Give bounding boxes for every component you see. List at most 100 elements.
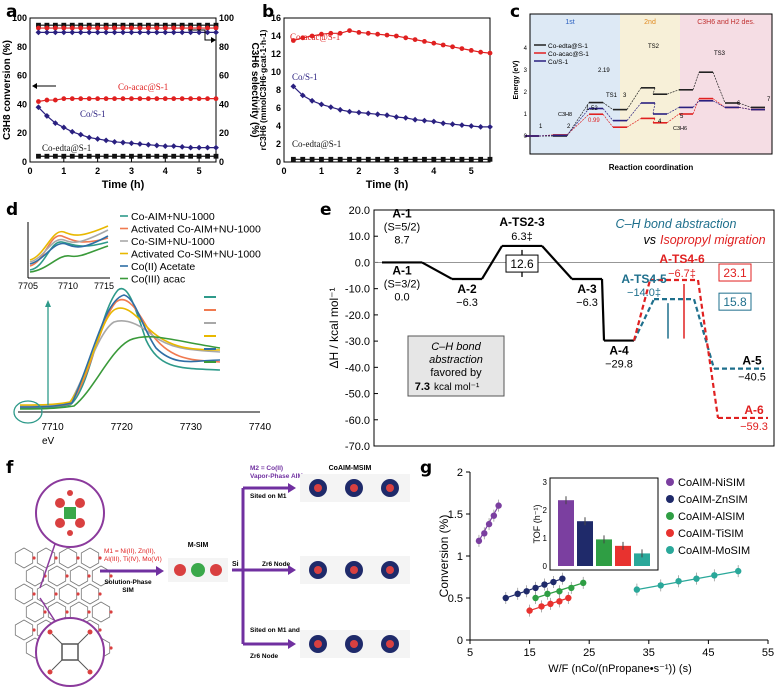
chart-c-legend-2: Co/S-1 (548, 59, 569, 66)
chart-b-point-1-1 (299, 92, 306, 99)
chart-b-point-0-6 (347, 28, 352, 33)
chart-b-ytick-1: 2 (276, 139, 281, 149)
chart-g-inset-bar-0 (558, 500, 574, 566)
chart-a-point-0-13 (145, 96, 151, 102)
chart-b-ylabel: rC3H6 (mmolC3H6·gcat-1·h-1) (258, 29, 268, 150)
chart-b-point-2-18 (459, 156, 465, 162)
chart-a-point-4-14 (154, 25, 160, 31)
chart-c-region-3-label: C3H6 and H2 des. (697, 19, 755, 26)
chart-c-region-1-label: 1st (565, 19, 574, 26)
chart-a-point-0-9 (112, 96, 117, 102)
chart-b-point-1-9 (374, 111, 381, 118)
chart-a-point-5-9 (111, 29, 118, 36)
chart-a-point-5-11 (128, 29, 135, 36)
chart-b-point-1-11 (393, 114, 400, 120)
chart-e-ytick-6: -40.0 (345, 362, 370, 374)
chart-g: 5 15 25 35 45 55 0 0.5 1 1.5 2 W/F (nCo/(nPropane•… (437, 467, 774, 675)
scheme-f: M1 = Ni(II), Zn(II), Al(III), Ti(IV), Mo… (14, 465, 410, 687)
chart-b-xtick-2: 2 (356, 166, 361, 176)
chart-g-point-0-4 (495, 502, 502, 509)
chart-c-link-2-6 (692, 100, 700, 108)
f-product-core-0-0 (314, 484, 322, 492)
chart-c-n5: 5 (680, 114, 684, 120)
chart-c-ylabel: Energy (eV) (513, 61, 520, 100)
chart-d-legend-2: Co-SIM+NU-1000 (131, 236, 215, 248)
chart-b-point-0-21 (487, 50, 493, 56)
chart-b-point-2-6 (347, 156, 352, 162)
chart-c-ytick-3: 3 (524, 68, 528, 74)
chart-a-xtick-0: 0 (27, 166, 32, 176)
chart-c-link-0-8 (738, 102, 752, 108)
chart-a-point-0-17 (179, 96, 185, 102)
f-m2-sub: Vapor-Phase AIM (250, 473, 303, 480)
f-arrow-sim (100, 566, 164, 576)
chart-a-point-4-20 (205, 25, 210, 31)
chart-a-point-1-2 (52, 120, 59, 127)
mof-hex-8 (14, 583, 34, 605)
chart-a-point-5-6 (86, 29, 93, 36)
chart-g-ytick-1: 0.5 (448, 593, 463, 605)
chart-g-point-1-0 (502, 594, 509, 602)
chart-c-n6: 6 (737, 101, 741, 107)
chart-a-point-0-1 (44, 97, 50, 103)
chart-g-point-3-0 (526, 607, 533, 614)
chart-g-ylabel: Conversion (%) (437, 515, 451, 598)
chart-d-legend-5: Co(III) acac (131, 274, 185, 286)
chart-c-link-1-1 (566, 113, 590, 136)
chart-a-point-1-17 (179, 143, 186, 150)
chart-d-xtick-1: 7720 (111, 422, 134, 433)
chart-c-link-1-2 (602, 114, 614, 128)
chart-a-point-4-13 (145, 25, 151, 31)
chart-e-state-label-14: A-TS4-5 (621, 272, 667, 286)
mof-hex-6 (69, 565, 89, 587)
chart-e-note-3: favored by (430, 367, 482, 379)
chart-d-xtick-2: 7730 (180, 422, 203, 433)
chart-a-point-4-8 (103, 25, 109, 31)
chart-a-point-5-4 (69, 29, 76, 36)
chart-c-link-2-0 (538, 134, 554, 137)
chart-e-ytick-4: -20.0 (345, 310, 370, 322)
chart-a-ylabel-right: C3H6 selectivity (%) (249, 42, 260, 137)
chart-a-point-1-15 (162, 143, 169, 150)
chart-b-point-2-14 (422, 156, 427, 162)
chart-a-point-3-8 (103, 22, 109, 28)
chart-b-xtick-0: 0 (281, 166, 286, 176)
chart-e-note-value: 7.3 (415, 381, 430, 393)
chart-a-ytick-left-2: 40 (17, 99, 27, 109)
chart-g-legend-2: CoAIM-AlSIM (678, 511, 745, 523)
chart-c-c3h6: C3H6 (673, 126, 687, 132)
chart-a-point-1-18 (187, 144, 194, 151)
chart-a-point-3-0 (36, 22, 41, 28)
chart-c-region-2-label: 2nd (644, 19, 656, 26)
chart-b-point-1-5 (337, 106, 344, 113)
mof-node-11 (76, 592, 80, 596)
chart-a-point-3-5 (78, 22, 84, 28)
chart-a-point-4-9 (112, 25, 117, 31)
chart-a-point-2-20 (205, 153, 210, 159)
chart-a-point-2-11 (129, 153, 134, 159)
chart-e-ytick-7: -50.0 (345, 389, 370, 401)
chart-c-link-2-3 (626, 102, 642, 121)
chart-a-point-4-12 (137, 25, 143, 31)
chart-e-state-label-2: 8.7 (394, 235, 409, 247)
chart-g-point-0-3 (490, 512, 498, 519)
mof-hex-11 (80, 583, 100, 605)
chart-a-label-edta: Co-edta@S-1 (42, 143, 91, 153)
chart-e-state-label-20: A-6 (744, 403, 764, 417)
chart-b-point-2-5 (337, 156, 343, 162)
chart-b-point-2-9 (375, 156, 381, 162)
chart-a-point-1-9 (111, 138, 118, 145)
chart-b-point-2-17 (450, 156, 455, 162)
chart-g-legend-swatch-2 (666, 512, 674, 520)
chart-b-point-0-11 (393, 33, 399, 39)
chart-g-point-4-1 (657, 582, 664, 589)
chart-g-point-3-1 (538, 603, 545, 610)
chart-d-main (13, 287, 260, 424)
mof-node-12 (98, 592, 102, 596)
chart-b-label-cos1: Co/S-1 (292, 72, 318, 82)
chart-a-point-1-3 (60, 124, 67, 131)
chart-a-point-5-19 (196, 29, 202, 36)
chart-c-link-0-3 (626, 87, 642, 110)
chart-c-n7: 7 (767, 97, 771, 103)
